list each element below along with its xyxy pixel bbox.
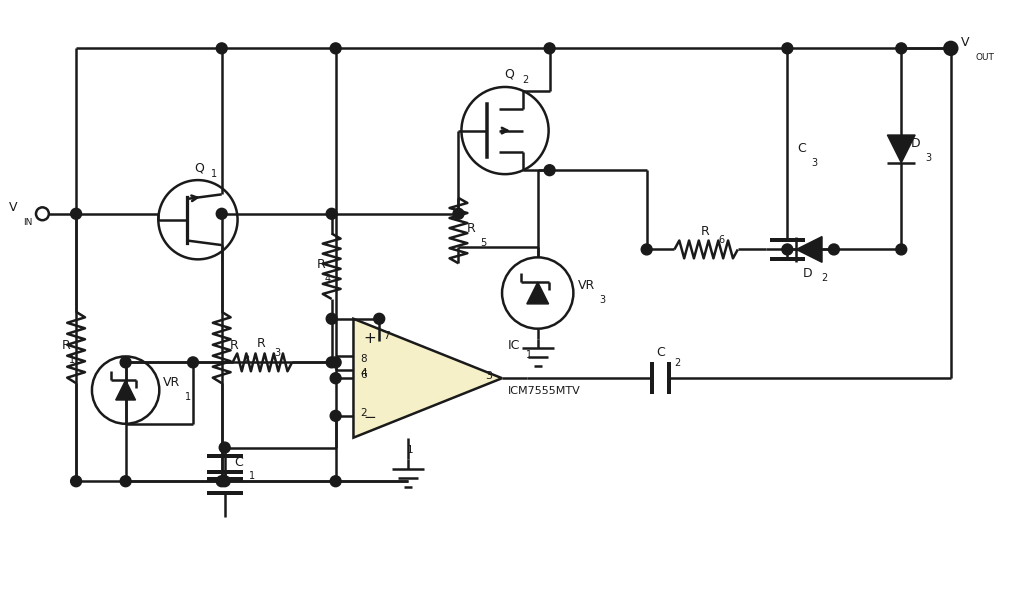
Text: 2: 2: [821, 273, 827, 283]
Circle shape: [120, 476, 131, 486]
Circle shape: [326, 357, 337, 368]
Text: VR: VR: [164, 376, 181, 389]
Text: C: C: [235, 456, 244, 469]
Text: 4: 4: [361, 368, 367, 378]
Text: 1: 1: [185, 392, 191, 402]
Polygon shape: [116, 380, 135, 400]
Text: 8: 8: [361, 355, 367, 365]
Circle shape: [216, 476, 228, 486]
Circle shape: [219, 476, 231, 486]
Text: VR: VR: [578, 278, 595, 291]
Text: 1: 1: [249, 471, 255, 481]
Text: 5: 5: [481, 239, 487, 248]
Text: R: R: [230, 339, 239, 352]
Circle shape: [216, 43, 228, 54]
Text: Q: Q: [504, 67, 514, 80]
Circle shape: [828, 244, 839, 255]
Text: 3: 3: [811, 158, 817, 168]
Polygon shape: [887, 135, 915, 163]
Text: 2: 2: [522, 75, 528, 85]
Text: IN: IN: [23, 218, 33, 227]
Text: +: +: [364, 331, 376, 346]
Text: IC: IC: [508, 339, 520, 352]
Text: R: R: [701, 225, 709, 238]
Circle shape: [782, 43, 792, 54]
Text: 1: 1: [211, 169, 217, 179]
Circle shape: [453, 208, 464, 219]
Circle shape: [188, 357, 198, 368]
Circle shape: [330, 43, 341, 54]
Text: 2: 2: [361, 408, 367, 418]
Circle shape: [896, 244, 906, 255]
Text: C: C: [798, 142, 806, 155]
Text: D: D: [803, 267, 812, 280]
Text: 3: 3: [925, 153, 932, 163]
Text: R: R: [466, 222, 475, 235]
Text: C: C: [656, 346, 664, 359]
Circle shape: [330, 357, 341, 368]
Circle shape: [545, 165, 555, 176]
Text: V: V: [9, 202, 17, 215]
Text: 4: 4: [324, 274, 330, 284]
Circle shape: [71, 208, 81, 219]
Text: R: R: [257, 337, 266, 350]
Text: 2: 2: [244, 355, 250, 365]
Circle shape: [374, 313, 385, 324]
Text: 2: 2: [675, 358, 681, 368]
Text: 3: 3: [599, 295, 606, 305]
Circle shape: [330, 410, 341, 421]
Polygon shape: [354, 319, 502, 438]
Circle shape: [545, 43, 555, 54]
Text: 3: 3: [486, 371, 492, 381]
Circle shape: [120, 357, 131, 368]
Text: Q: Q: [194, 161, 204, 174]
Polygon shape: [527, 282, 549, 304]
Text: 6: 6: [361, 370, 367, 380]
Circle shape: [330, 373, 341, 384]
Circle shape: [945, 43, 956, 54]
Text: D: D: [911, 138, 920, 151]
Circle shape: [896, 43, 906, 54]
Circle shape: [326, 208, 337, 219]
Circle shape: [782, 244, 792, 255]
Circle shape: [219, 442, 231, 453]
Text: R: R: [317, 258, 326, 271]
Circle shape: [71, 476, 81, 486]
Circle shape: [326, 313, 337, 324]
Text: V: V: [961, 36, 969, 49]
Circle shape: [641, 244, 652, 255]
Text: 6: 6: [718, 235, 724, 245]
Text: 1: 1: [526, 350, 532, 361]
Text: R: R: [61, 339, 70, 352]
Text: 1: 1: [69, 355, 75, 365]
Circle shape: [216, 208, 228, 219]
Text: ICM7555MTV: ICM7555MTV: [508, 386, 581, 396]
Text: 7: 7: [383, 330, 390, 340]
Text: OUT: OUT: [975, 53, 995, 62]
Text: −: −: [364, 410, 376, 426]
Polygon shape: [797, 236, 822, 262]
Text: 3: 3: [274, 349, 280, 358]
Text: 1: 1: [406, 444, 414, 454]
Circle shape: [330, 476, 341, 486]
